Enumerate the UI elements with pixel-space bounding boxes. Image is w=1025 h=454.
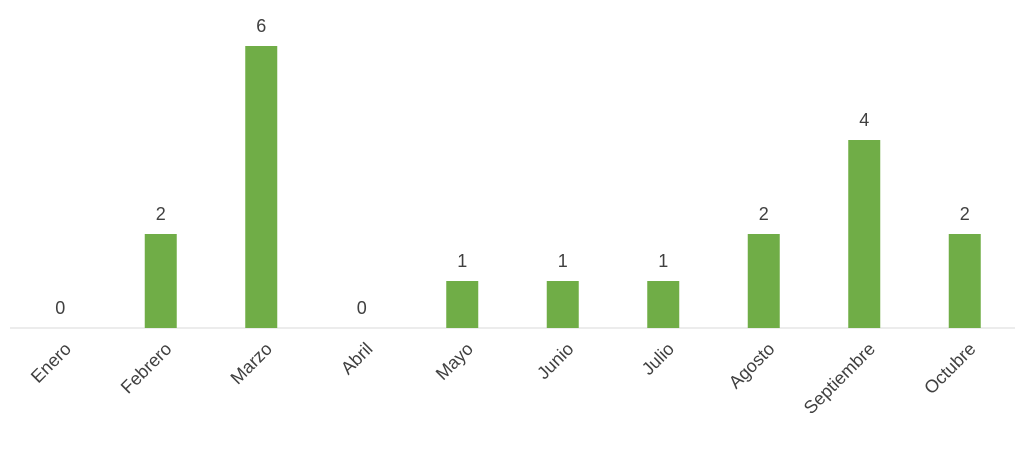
data-label: 4	[859, 110, 869, 130]
bar	[245, 46, 277, 328]
data-label: 2	[759, 204, 769, 224]
data-label: 1	[658, 251, 668, 271]
bar	[848, 140, 880, 328]
data-label: 1	[558, 251, 568, 271]
bar	[748, 234, 780, 328]
page: {"chart_data": {"type": "bar", "categori…	[0, 0, 1025, 454]
data-label: 0	[55, 298, 65, 318]
data-label: 6	[256, 16, 266, 36]
data-label: 2	[156, 204, 166, 224]
bar	[446, 281, 478, 328]
data-label: 2	[960, 204, 970, 224]
bar	[647, 281, 679, 328]
bar	[547, 281, 579, 328]
bar	[145, 234, 177, 328]
data-label: 1	[457, 251, 467, 271]
data-label: 0	[357, 298, 367, 318]
chart: 0Enero2Febrero6Marzo0Abril1Mayo1Junio1Ju…	[0, 0, 1025, 454]
bar	[949, 234, 981, 328]
